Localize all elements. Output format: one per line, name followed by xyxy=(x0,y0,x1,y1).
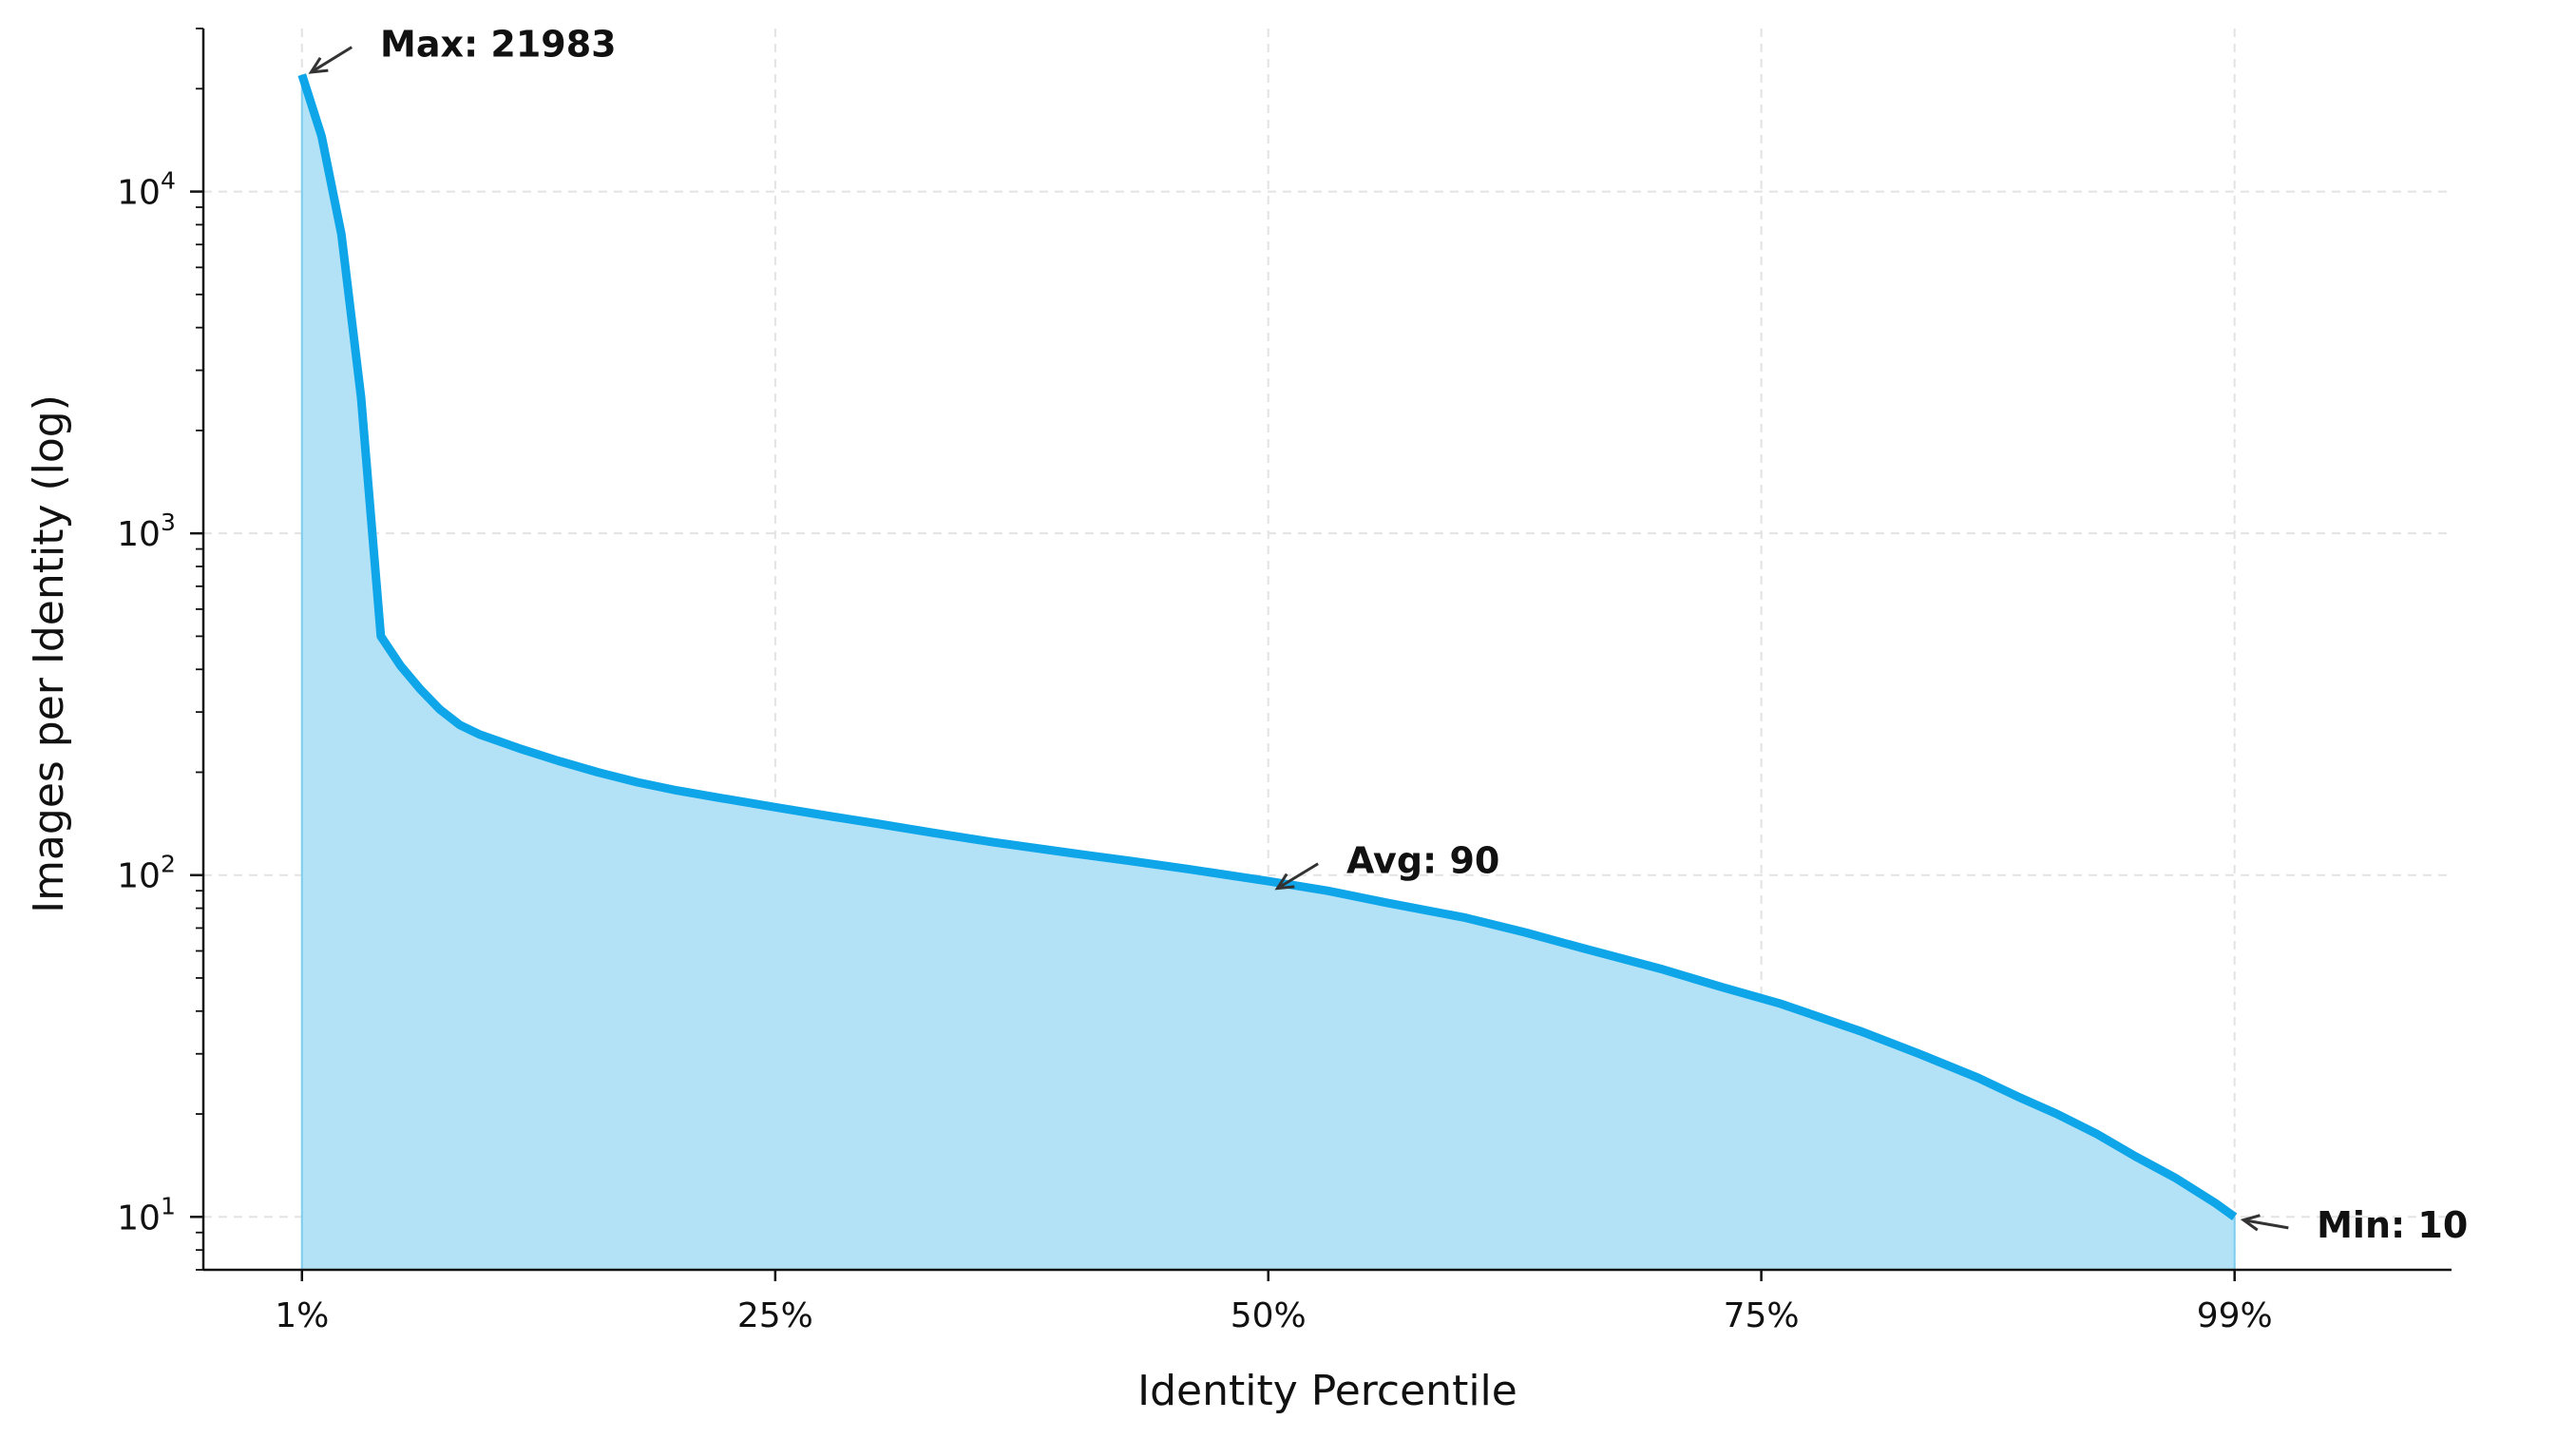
annotation-arrow-shaft xyxy=(1276,862,1319,890)
annotation-arrow-head xyxy=(2240,1214,2261,1232)
y-axis-title: Images per Identity (log) xyxy=(25,394,73,913)
x-tick-label: 50% xyxy=(1231,1296,1307,1335)
y-tick-label: 104 xyxy=(117,167,176,213)
annotation-arrow-head xyxy=(308,56,329,74)
annotation-arrow-shaft xyxy=(2242,1218,2289,1230)
series-line-layer xyxy=(297,73,2238,1220)
series-line xyxy=(297,73,2238,1220)
y-tick-label: 102 xyxy=(117,851,176,896)
x-tick-label: 75% xyxy=(1724,1296,1800,1335)
x-tick-label: 25% xyxy=(737,1296,813,1335)
x-tick-label: 99% xyxy=(2197,1296,2273,1335)
annotation-arrow-shaft xyxy=(310,46,353,74)
annotation-arrow-head xyxy=(1274,873,1295,891)
tick-layer: 1% 25% 50% 75% 99% 101 102 103 104 xyxy=(117,28,2273,1335)
y-tick-label: 103 xyxy=(117,508,176,554)
annotation-label: Max: 21983 xyxy=(380,24,617,66)
annotation-label: Avg: 90 xyxy=(1346,840,1499,882)
series-area-fill xyxy=(301,74,2235,1271)
annotation-layer: Max: 21983 Avg: 90 Min: 10 xyxy=(308,24,2468,1246)
y-tick-label: 101 xyxy=(117,1192,176,1238)
area-fill-layer xyxy=(300,74,2236,1271)
x-axis-title: Identity Percentile xyxy=(1137,1367,1517,1415)
x-tick-label: 1% xyxy=(275,1296,329,1335)
axes xyxy=(201,29,2452,1272)
annotation-label: Min: 10 xyxy=(2317,1204,2468,1246)
